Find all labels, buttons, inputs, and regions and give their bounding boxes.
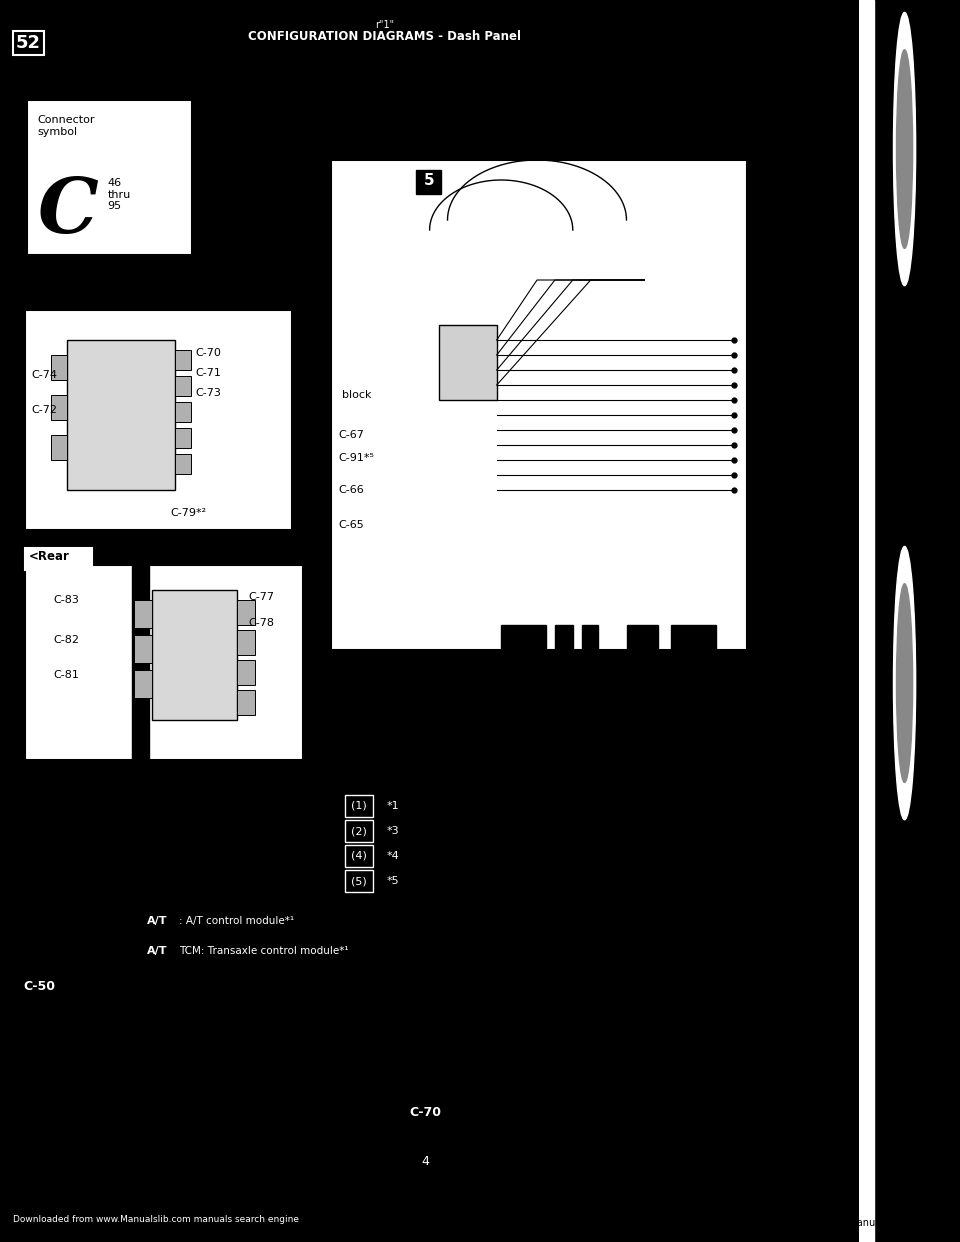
Bar [0, 674, 747, 1230]
Text: C-77: C-77 [249, 592, 275, 602]
Text: A/T: A/T [147, 946, 168, 956]
Text: C-70: C-70 [409, 1105, 442, 1119]
Text: Connector
symbol: Connector symbol [37, 116, 95, 137]
Text: 52: 52 [16, 34, 41, 52]
Bar [345, 820, 373, 842]
Text: Downloaded from www.Manualslib.com manuals search engine: Downloaded from www.Manualslib.com manua… [13, 1215, 300, 1225]
Bar [237, 691, 255, 715]
Text: <Rear: <Rear [29, 550, 69, 563]
Bar [27, 101, 192, 255]
Bar [439, 325, 496, 400]
Text: 36F0004: 36F0004 [143, 763, 188, 773]
Bar [345, 869, 373, 892]
Bar [375, 795, 411, 817]
Text: *4: *4 [387, 851, 399, 861]
Text: C-71: C-71 [195, 368, 221, 378]
Bar [375, 869, 411, 892]
Circle shape [894, 12, 916, 286]
Bar [237, 600, 255, 625]
Text: *3: *3 [387, 826, 399, 836]
Text: 46
thru
95: 46 thru 95 [108, 178, 131, 211]
Text: r"1": r"1" [375, 20, 395, 30]
Bar [0, 0, 747, 62]
Text: C-67: C-67 [338, 430, 364, 440]
Text: <Non-<Turbo>: <Non-<Turbo> [447, 664, 532, 674]
Text: block: block [342, 390, 372, 400]
Text: 4: 4 [421, 1155, 429, 1167]
Text: TCM: Transaxle control module*¹: TCM: Transaxle control module*¹ [179, 946, 348, 956]
Text: (5): (5) [351, 876, 367, 886]
Bar [134, 600, 152, 628]
Text: : A/T control module*¹: : A/T control module*¹ [179, 917, 294, 927]
Text: (1): (1) [351, 801, 367, 811]
Text: C-5: C-5 [636, 668, 654, 678]
Bar [237, 660, 255, 686]
Bar [345, 845, 373, 867]
Circle shape [897, 584, 913, 782]
Bar [501, 625, 546, 650]
Bar [25, 565, 302, 760]
Text: A/T: A/T [147, 917, 168, 927]
Text: C-60: C-60 [689, 662, 715, 672]
Bar [375, 845, 411, 867]
Text: C-91*⁵: C-91*⁵ [338, 453, 374, 463]
Bar [143, 940, 172, 963]
Bar [175, 402, 191, 422]
Bar [16, 975, 62, 997]
Bar [175, 455, 191, 474]
Text: C-65: C-65 [338, 520, 364, 530]
Circle shape [894, 546, 916, 820]
Bar [25, 310, 292, 530]
Text: 36F0003: 36F0003 [116, 538, 161, 548]
Text: C-85: C-85 [595, 662, 621, 672]
Text: C-82: C-82 [54, 635, 80, 645]
Bar [331, 160, 747, 650]
Text: C-50: C-50 [23, 980, 56, 992]
Bar [237, 630, 255, 655]
Bar [859, 0, 875, 1242]
Bar [345, 795, 373, 817]
Bar [375, 820, 411, 842]
Bar [627, 625, 658, 650]
Text: C-73: C-73 [195, 388, 221, 397]
Bar [67, 340, 175, 491]
Bar [134, 669, 152, 698]
Text: C-78: C-78 [249, 619, 275, 628]
Bar [132, 561, 149, 764]
Bar [555, 625, 573, 650]
Bar [134, 635, 152, 663]
Text: C-79*²: C-79*² [170, 508, 206, 518]
Bar [582, 625, 598, 650]
Text: 5: 5 [423, 173, 434, 188]
Bar [25, 548, 92, 570]
Circle shape [897, 50, 913, 248]
Bar [175, 428, 191, 448]
Text: C-72: C-72 [32, 405, 58, 415]
Bar [51, 395, 67, 420]
Bar [175, 376, 191, 396]
Text: C-74: C-74 [32, 370, 58, 380]
Bar [143, 910, 172, 932]
Text: *5: *5 [387, 876, 399, 886]
Bar [398, 1100, 452, 1124]
Text: CONFIGURATION DIAGRAMS - Dash Panel: CONFIGURATION DIAGRAMS - Dash Panel [249, 30, 521, 42]
Text: C-83: C-83 [54, 595, 80, 605]
Bar [152, 590, 237, 720]
Text: carmanualsonline.info: carmanualsonline.info [832, 1218, 941, 1228]
Text: C-66: C-66 [338, 484, 364, 496]
Text: (2): (2) [351, 826, 367, 836]
Bar [175, 350, 191, 370]
Bar [671, 625, 716, 650]
Text: C-81: C-81 [54, 669, 80, 681]
Text: C-70: C-70 [195, 348, 221, 358]
Text: (4): (4) [351, 851, 367, 861]
Bar [51, 355, 67, 380]
Text: *1: *1 [387, 801, 399, 811]
Bar [417, 170, 442, 194]
Bar [51, 435, 67, 460]
Text: C: C [37, 175, 98, 248]
